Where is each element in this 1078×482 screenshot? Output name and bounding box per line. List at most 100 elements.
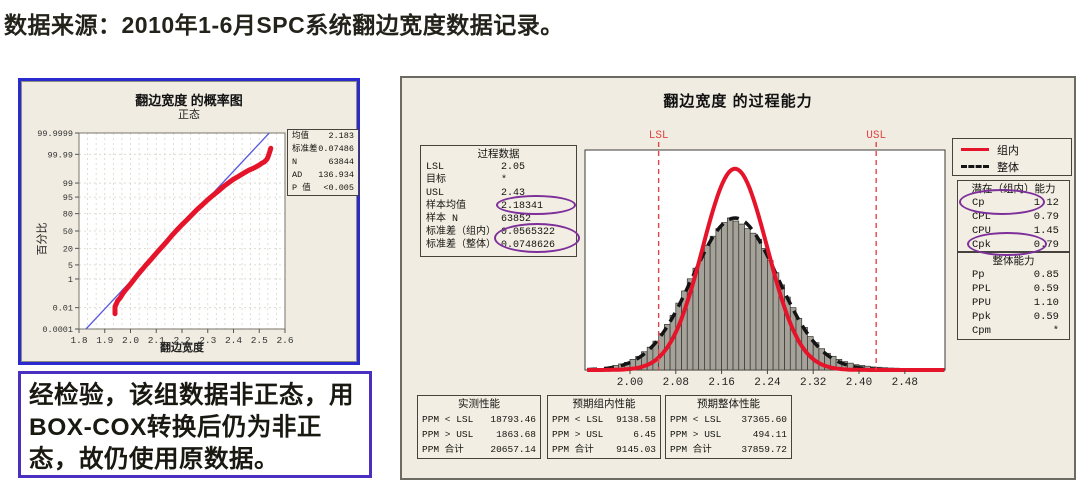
svg-text:2.40: 2.40 (846, 377, 872, 388)
svg-text:2.08: 2.08 (663, 377, 689, 388)
svg-text:2.48: 2.48 (892, 377, 918, 388)
stat-label: PPM < LSL (670, 414, 722, 425)
note-box: 经检验，该组数据非正态，用 BOX-COX转换后仍为非正态，故仍使用原数据。 (18, 371, 372, 478)
stats-box: 均值 2.183 标准差 0.07486 N 63844 AD 136.934 P 值 <0.00… (287, 129, 359, 196)
stat-row: Pp 0.85 (958, 268, 1069, 282)
x-axis-ticks: 1.8 1.9 2.0 2.1 2.2 2.3 2.4 2.5 2.6 (70, 329, 294, 346)
stat-value: 37365.60 (741, 414, 787, 425)
stat-label: 样本均值 (426, 201, 466, 212)
stat-label: 目标 (426, 175, 446, 186)
within-curve (587, 166, 945, 372)
stat-label: PPM > USL (422, 429, 474, 440)
stat-row: Ppk 0.59 (958, 310, 1069, 324)
svg-text:2.16: 2.16 (708, 377, 734, 388)
svg-text:2.1: 2.1 (148, 335, 165, 346)
highlight-ellipse-stdev (494, 223, 580, 253)
legend-item-within: 组内 (953, 141, 1071, 158)
table-rows: PPM < LSL 9138.58 PPM > USL 6.45 PPM 合计 9145.… (548, 412, 660, 457)
table-header: 实测性能 (458, 398, 500, 410)
chart-subtitle: 正态 (178, 109, 200, 121)
stat-label: PPM 合计 (552, 444, 594, 455)
stat-row: P 值 <0.005 (288, 182, 358, 195)
svg-text:0.0001: 0.0001 (42, 325, 73, 335)
svg-text:99: 99 (63, 179, 73, 189)
stat-value: 9145.03 (616, 444, 656, 455)
usl-label: USL (866, 130, 886, 142)
stat-row: PPM > USL 1863.68 (418, 427, 540, 442)
stat-row: AD 136.934 (288, 169, 358, 182)
table-rows: PPM < LSL 37365.60 PPM > USL 494.11 PPM 合计 37… (666, 412, 791, 457)
overall-capability-rows: Pp 0.85 PPL 0.59 PPU 1.10 Ppk 0.59 Cpm * (958, 268, 1069, 338)
lsl-label: LSL (649, 130, 669, 142)
stat-row: PPM 合计 9145.03 (548, 442, 660, 457)
table-header: 预期组内性能 (572, 398, 636, 410)
note-bold-text: BOX-COX (29, 414, 147, 442)
stat-row: 均值 2.183 (288, 130, 358, 143)
stat-label: 标准差 (292, 144, 318, 154)
stat-value: 1.45 (1033, 225, 1059, 237)
process-data-header: 过程数据 (477, 148, 520, 160)
svg-text:1.8: 1.8 (70, 335, 87, 346)
note-text: 转换后仍为非正态，故仍使用原数据。 (29, 414, 322, 474)
x-axis-label: 翻边宽度 (160, 342, 204, 354)
svg-text:2.4: 2.4 (225, 335, 242, 346)
svg-text:5: 5 (68, 261, 73, 271)
table-header: 预期整体性能 (697, 398, 760, 410)
legend-box: 组内 整体 (952, 138, 1072, 176)
svg-text:2.32: 2.32 (800, 377, 826, 388)
stat-row: PPM < LSL 9138.58 (548, 412, 660, 427)
stat-row: PPM > USL 494.11 (666, 427, 791, 442)
stat-value: 9138.58 (616, 414, 656, 425)
stat-value: * (1052, 325, 1059, 337)
stat-value: 0.59 (1033, 311, 1059, 323)
stat-label: LSL (426, 162, 445, 173)
svg-text:20: 20 (63, 244, 73, 254)
stat-label: 样本 N (426, 214, 459, 225)
highlight-ellipse-sample-mean (496, 195, 576, 215)
page-title: 数据来源：2010年1-6月SPC系统翻边宽度数据记录。 (4, 12, 564, 38)
data-series (112, 145, 274, 317)
stat-row: LSL 2.05 (421, 161, 576, 174)
stat-label: Ppk (972, 311, 991, 323)
svg-text:2.24: 2.24 (754, 377, 781, 388)
stat-value: 1.10 (1033, 297, 1059, 309)
stat-value: 63844 (328, 157, 354, 167)
stat-label: P 值 (292, 183, 311, 193)
stat-label: PPM > USL (552, 429, 604, 440)
stat-label: PPM < LSL (552, 414, 604, 425)
stat-row: PPM 合计 37859.72 (666, 442, 791, 457)
capability-panel: 翻边宽度 的过程能力 LSL USL 2.00 2.08 2.16 2.24 2.32 2.4… (400, 76, 1076, 480)
chart-title: 翻边宽度 的过程能力 (663, 93, 813, 110)
stat-label: USL (426, 188, 445, 199)
svg-text:2.0: 2.0 (122, 335, 139, 346)
stat-value: <0.005 (323, 183, 354, 193)
stat-value: 18793.46 (490, 414, 536, 425)
overall-curve (587, 216, 945, 372)
svg-text:0.01: 0.01 (53, 304, 73, 314)
svg-text:2.00: 2.00 (617, 377, 643, 388)
stat-label: PPM < LSL (422, 414, 474, 425)
svg-text:80: 80 (63, 210, 73, 220)
svg-text:2.5: 2.5 (251, 335, 268, 346)
stat-row: PPM < LSL 18793.46 (418, 412, 540, 427)
overall-line-sample (961, 165, 989, 168)
stat-value: * (501, 175, 508, 186)
stat-row: PPM > USL 6.45 (548, 427, 660, 442)
stat-row: PPM < LSL 37365.60 (666, 412, 791, 427)
stat-label: 标准差（整体） (426, 240, 496, 251)
stat-row: N 63844 (288, 156, 358, 169)
x-axis-ticks: 2.00 2.08 2.16 2.24 2.32 2.40 2.48 (617, 370, 918, 388)
svg-text:1: 1 (68, 275, 73, 285)
stat-value: 6.45 (633, 429, 656, 440)
legend-label: 整体 (997, 161, 1019, 174)
stat-value: 0.79 (1033, 211, 1059, 223)
stat-value: 494.11 (752, 429, 787, 440)
svg-text:2.6: 2.6 (276, 335, 293, 346)
stat-row: 目标 * (421, 174, 576, 187)
chart-title: 翻边宽度 的概率图 (135, 93, 243, 108)
stat-value: 0.85 (1033, 269, 1059, 281)
stat-value: 0.07486 (318, 144, 354, 154)
observed-performance-table: 实测性能 PPM < LSL 18793.46 PPM > USL 1863.68 PP… (417, 395, 541, 459)
svg-text:95: 95 (63, 193, 73, 203)
